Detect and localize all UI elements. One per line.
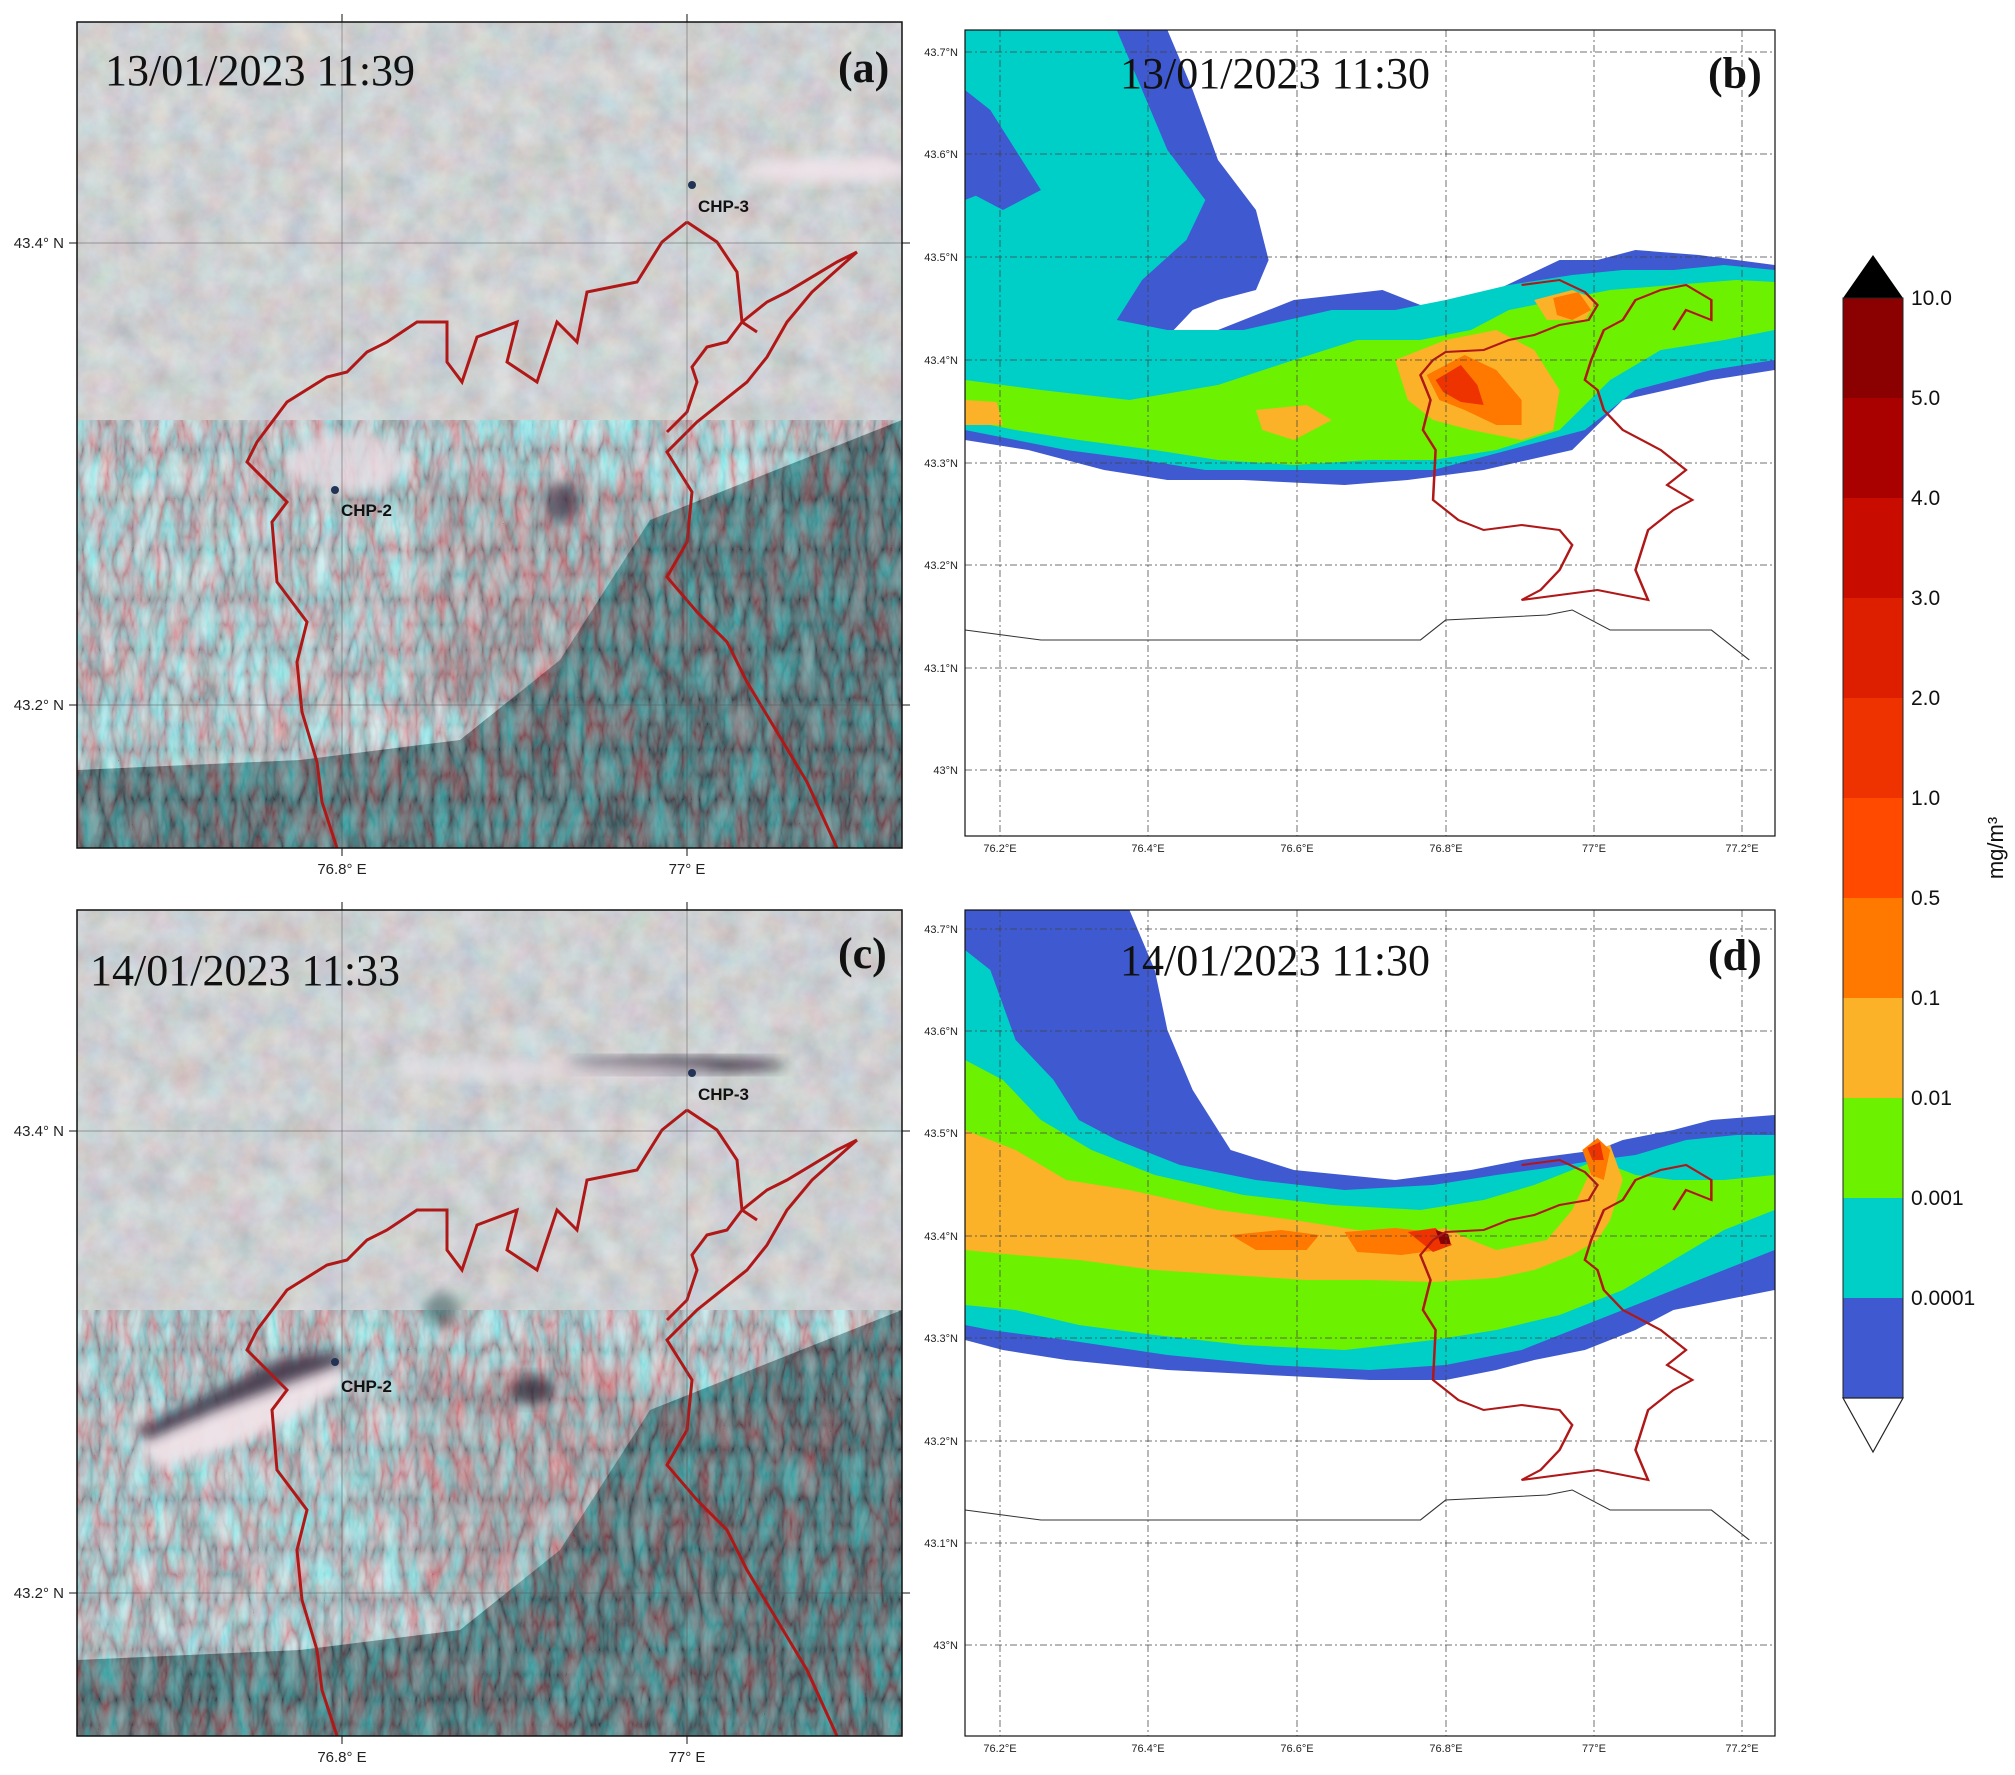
lon-tick: 77°E	[1582, 843, 1606, 855]
chp3-marker	[688, 1069, 696, 1077]
lat-tick: 43.5°N	[924, 1128, 958, 1140]
colorbar-level-label: 1.0	[1911, 787, 1940, 810]
panel-letter: (d)	[1708, 931, 1762, 980]
colorbar-bin	[1843, 698, 1903, 799]
colorbar-bins	[1843, 298, 1903, 1399]
lon-tick: 76.2°E	[983, 843, 1016, 855]
colorbar-bin	[1843, 1298, 1903, 1399]
panel-letter: (a)	[838, 43, 889, 92]
panel-letter: (c)	[838, 929, 887, 978]
grid	[965, 30, 1775, 836]
chp2-label: CHP-2	[341, 1377, 392, 1396]
panel-d: 14/01/2023 11:30 (d) 76.2°E 76.4°E 76.6°…	[924, 909, 1776, 1755]
lon-tick: 76.2°E	[983, 1743, 1016, 1755]
panel-frame	[76, 909, 903, 1737]
lon-tick: 76.6°E	[1280, 843, 1313, 855]
lon-tick: 76.8°E	[1429, 1743, 1462, 1755]
lat-tick: 43.1°N	[924, 1538, 958, 1550]
colorbar-level-label: 0.0001	[1911, 1287, 1975, 1310]
lat-tick: 43.6°N	[924, 1026, 958, 1038]
panel-c: CHP-3 CHP-2 14/01/2023 11:33 (c) 76.8° E…	[14, 902, 910, 1766]
lat-tick: 43.3°N	[924, 1333, 958, 1345]
colorbar-over-arrow	[1843, 255, 1903, 298]
chp2-label: CHP-2	[341, 501, 392, 520]
plume-group	[287, 158, 902, 522]
panel-timestamp: 14/01/2023 11:33	[90, 946, 400, 995]
chp2-marker	[331, 1358, 339, 1366]
lat-tick: 43.4° N	[14, 1123, 64, 1140]
lon-tick: 77.2°E	[1725, 1743, 1758, 1755]
colorbar-level-label: 3.0	[1911, 587, 1940, 610]
grid	[965, 910, 1775, 1736]
lon-tick: 76.8° E	[317, 1749, 366, 1766]
chp3-label: CHP-3	[698, 1085, 749, 1104]
lon-tick: 77° E	[669, 861, 706, 878]
colorbar-bin	[1843, 798, 1903, 899]
chp3-marker	[688, 181, 696, 189]
lon-tick: 76.6°E	[1280, 1743, 1313, 1755]
plume-group	[137, 1058, 787, 1470]
lon-tick: 76.4°E	[1131, 1743, 1164, 1755]
colorbar-level-label: 0.5	[1911, 887, 1940, 910]
lat-tick: 43.2°N	[924, 1436, 958, 1448]
panel-letter: (b)	[1708, 49, 1762, 98]
chp3-label: CHP-3	[698, 197, 749, 216]
lon-tick: 77° E	[669, 1749, 706, 1766]
lon-tick: 77°E	[1582, 1743, 1606, 1755]
panel-timestamp: 13/01/2023 11:39	[105, 46, 415, 95]
panel-a: CHP-3 CHP-2 13/01/2023 11:39 (a) 76.8° E…	[14, 14, 910, 878]
lat-tick: 43°N	[933, 765, 958, 777]
lat-tick: 43°N	[933, 1640, 958, 1652]
lat-tick: 43.3°N	[924, 458, 958, 470]
colorbar-bin	[1843, 498, 1903, 599]
panel-frame	[76, 21, 903, 849]
lon-tick: 76.8° E	[317, 861, 366, 878]
colorbar-level-label: 4.0	[1911, 487, 1940, 510]
colorbar-under-arrow	[1841, 1397, 1905, 1454]
colorbar-bin	[1843, 998, 1903, 1099]
colorbar-bin	[1843, 1098, 1903, 1199]
lon-tick: 76.8°E	[1429, 843, 1462, 855]
lat-tick: 43.6°N	[924, 149, 958, 161]
lat-tick: 43.4°N	[924, 355, 958, 367]
colorbar-bin	[1843, 398, 1903, 499]
colorbar-level-label: 0.01	[1911, 1087, 1952, 1110]
colorbar-bin	[1843, 898, 1903, 999]
lat-tick: 43.1°N	[924, 663, 958, 675]
colorbar-level-label: 5.0	[1911, 387, 1940, 410]
panel-timestamp: 14/01/2023 11:30	[1120, 936, 1430, 985]
lat-tick: 43.7°N	[924, 47, 958, 59]
colorbar-level-label: 10.0	[1911, 287, 1952, 310]
lat-tick: 43.4° N	[14, 235, 64, 252]
colorbar: 10.0 5.0 4.0 3.0 2.0 1.0 0.5 0.1 0.01 0.001 0.0001…	[1841, 255, 2008, 1454]
colorbar-bin	[1843, 298, 1903, 399]
chp2-marker	[331, 486, 339, 494]
lat-tick: 43.4°N	[924, 1231, 958, 1243]
colorbar-bin	[1843, 598, 1903, 699]
colorbar-unit: mg/m³	[1983, 817, 2008, 879]
panel-b: 13/01/2023 11:30 (b) 76.2°E 76.4°E 76.6°…	[924, 29, 1776, 855]
lat-tick: 43.2°N	[924, 560, 958, 572]
lat-tick: 43.2° N	[14, 1585, 64, 1602]
panel-frame	[964, 909, 1776, 1737]
colorbar-level-label: 0.1	[1911, 987, 1940, 1010]
colorbar-bin	[1843, 1198, 1903, 1299]
panel-timestamp: 13/01/2023 11:30	[1120, 49, 1430, 98]
panel-frame	[964, 29, 1776, 837]
lon-tick: 76.4°E	[1131, 843, 1164, 855]
colorbar-level-label: 0.001	[1911, 1187, 1964, 1210]
lat-tick: 43.2° N	[14, 697, 64, 714]
lon-tick: 77.2°E	[1725, 843, 1758, 855]
colorbar-frame	[1842, 297, 1904, 1399]
colorbar-level-label: 2.0	[1911, 687, 1940, 710]
colorbar-labels: 10.0 5.0 4.0 3.0 2.0 1.0 0.5 0.1 0.01 0.001 0.0001	[1911, 287, 1975, 1310]
lat-tick: 43.7°N	[924, 924, 958, 936]
lat-tick: 43.5°N	[924, 252, 958, 264]
